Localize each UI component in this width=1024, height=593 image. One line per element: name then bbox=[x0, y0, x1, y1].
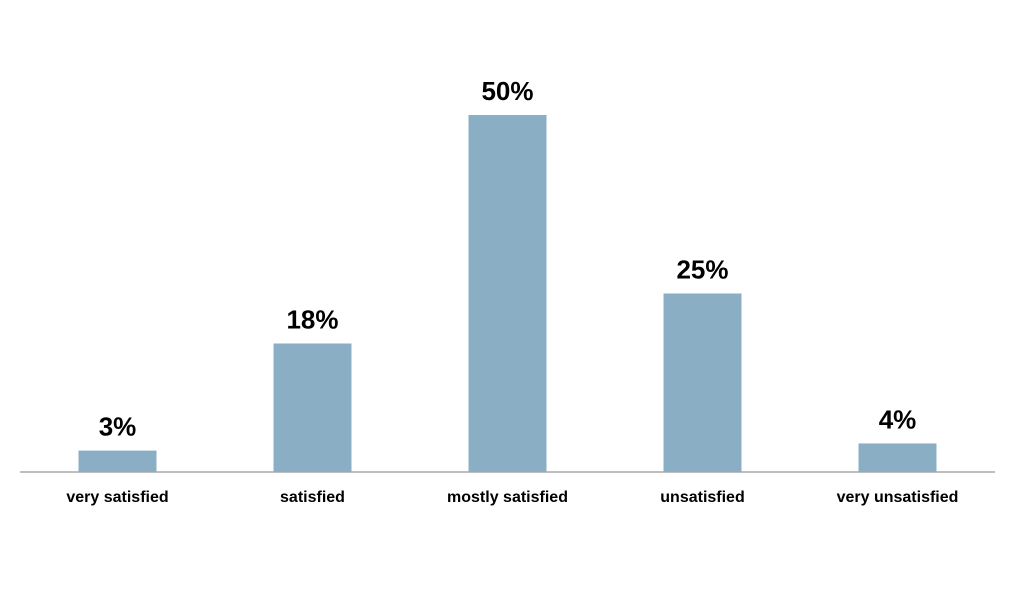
value-label: 3% bbox=[99, 411, 137, 441]
value-label: 25% bbox=[676, 254, 728, 284]
value-label: 4% bbox=[879, 404, 917, 434]
bar bbox=[663, 293, 742, 472]
bar bbox=[78, 450, 157, 472]
value-label: 50% bbox=[481, 76, 533, 106]
x-tick-label: unsatisfied bbox=[660, 489, 744, 506]
x-tick-label: very satisfied bbox=[66, 489, 168, 506]
value-label: 18% bbox=[286, 304, 338, 334]
x-tick-label: very unsatisfied bbox=[837, 489, 959, 506]
bar bbox=[273, 343, 352, 472]
bar bbox=[858, 443, 937, 472]
bar bbox=[468, 115, 547, 472]
x-tick-label: satisfied bbox=[280, 489, 345, 506]
x-tick-label: mostly satisfied bbox=[447, 489, 568, 506]
